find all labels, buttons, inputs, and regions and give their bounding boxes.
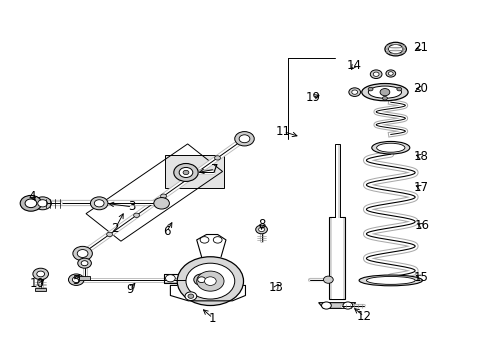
Text: 14: 14 [346, 59, 361, 72]
Ellipse shape [376, 143, 404, 152]
Circle shape [177, 257, 243, 306]
Circle shape [179, 167, 192, 177]
Circle shape [200, 237, 208, 243]
Circle shape [197, 277, 205, 283]
FancyBboxPatch shape [164, 154, 224, 188]
Ellipse shape [358, 275, 422, 286]
Ellipse shape [361, 84, 407, 101]
Circle shape [183, 170, 188, 175]
Circle shape [214, 156, 220, 160]
Circle shape [165, 275, 175, 282]
Ellipse shape [366, 276, 414, 284]
Text: 21: 21 [413, 41, 427, 54]
Ellipse shape [384, 42, 406, 56]
Circle shape [255, 225, 267, 234]
Circle shape [33, 268, 48, 280]
Circle shape [379, 89, 389, 96]
Circle shape [72, 277, 80, 283]
Circle shape [187, 175, 193, 179]
Circle shape [321, 302, 330, 309]
Circle shape [38, 200, 47, 207]
Circle shape [81, 261, 88, 266]
Circle shape [154, 198, 169, 209]
Text: 17: 17 [413, 181, 427, 194]
Bar [329, 217, 344, 300]
Circle shape [213, 237, 222, 243]
Circle shape [34, 197, 51, 210]
Text: 15: 15 [413, 271, 427, 284]
Circle shape [185, 263, 234, 299]
Text: 12: 12 [356, 310, 371, 323]
Circle shape [239, 135, 249, 143]
Circle shape [348, 88, 360, 96]
Circle shape [387, 72, 392, 75]
Circle shape [196, 271, 224, 291]
Circle shape [258, 227, 264, 231]
Bar [335, 145, 338, 265]
Circle shape [78, 258, 91, 268]
Ellipse shape [371, 141, 409, 154]
Bar [35, 288, 46, 291]
Circle shape [173, 163, 198, 181]
Text: 10: 10 [30, 278, 44, 291]
Circle shape [382, 96, 386, 100]
Text: 13: 13 [268, 281, 283, 294]
Circle shape [367, 87, 372, 91]
Text: 11: 11 [275, 125, 290, 138]
Text: 4: 4 [29, 190, 36, 203]
Text: 16: 16 [414, 219, 429, 233]
Circle shape [94, 200, 104, 207]
Circle shape [193, 274, 209, 285]
Text: 19: 19 [305, 91, 320, 104]
Bar [86, 144, 222, 241]
Bar [331, 218, 342, 298]
Circle shape [369, 70, 381, 78]
Text: 5: 5 [72, 274, 80, 287]
Text: 9: 9 [126, 283, 133, 296]
Circle shape [372, 72, 378, 76]
Text: 3: 3 [128, 201, 136, 213]
Circle shape [323, 276, 332, 283]
Text: 2: 2 [111, 222, 119, 235]
Circle shape [133, 213, 139, 217]
Text: 18: 18 [413, 150, 427, 163]
Circle shape [184, 292, 196, 301]
Circle shape [73, 246, 92, 261]
Text: 20: 20 [413, 82, 427, 95]
Circle shape [385, 70, 395, 77]
Ellipse shape [367, 86, 401, 98]
Bar [334, 144, 339, 266]
Text: 7: 7 [211, 163, 219, 176]
Circle shape [234, 132, 254, 146]
Circle shape [37, 271, 44, 277]
Polygon shape [318, 303, 355, 309]
Circle shape [106, 232, 112, 237]
Circle shape [204, 277, 216, 285]
Circle shape [80, 251, 85, 256]
Circle shape [68, 274, 84, 285]
Circle shape [187, 294, 193, 298]
Circle shape [396, 87, 401, 91]
Text: 6: 6 [163, 225, 170, 238]
Circle shape [20, 195, 41, 211]
Circle shape [160, 194, 166, 198]
Bar [79, 276, 90, 280]
Circle shape [241, 136, 247, 141]
Text: 8: 8 [257, 218, 264, 231]
Circle shape [90, 197, 108, 210]
Circle shape [77, 249, 88, 257]
Circle shape [342, 302, 352, 309]
Text: 1: 1 [209, 311, 216, 325]
Circle shape [351, 90, 357, 94]
Circle shape [25, 199, 37, 208]
Ellipse shape [387, 44, 402, 54]
